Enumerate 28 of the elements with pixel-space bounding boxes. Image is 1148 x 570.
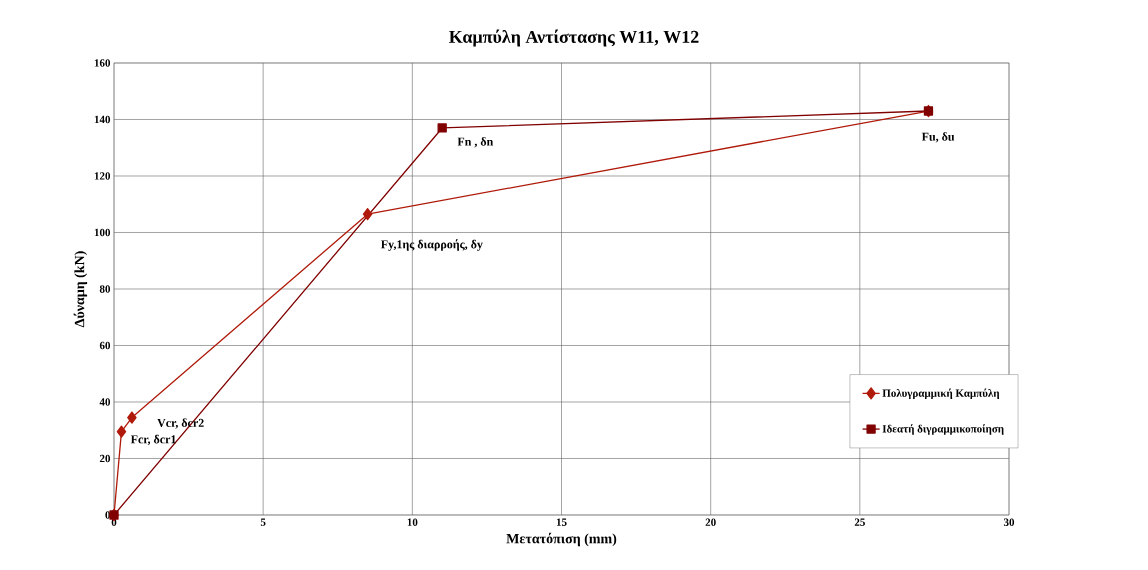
annotation: Fu, δu bbox=[921, 132, 955, 143]
annotation: Fn , δn bbox=[457, 137, 494, 148]
y-tick-label: 40 bbox=[99, 398, 111, 406]
chart-title: Καμπύλη Αντίστασης W11, W12 bbox=[449, 29, 699, 47]
x-tick-label: 5 bbox=[260, 518, 266, 526]
x-tick-label: 10 bbox=[407, 518, 418, 526]
y-axis-title: Δύναμη (kN) bbox=[73, 251, 88, 328]
x-tick-label: 30 bbox=[1003, 518, 1015, 526]
x-tick-label: 15 bbox=[556, 518, 567, 526]
legend-label: Πολυγραμμική Καμπύλη bbox=[882, 388, 1000, 400]
y-tick-label: 140 bbox=[94, 115, 111, 124]
y-tick-label: 80 bbox=[99, 285, 111, 293]
y-tick-label: 120 bbox=[94, 172, 111, 180]
annotation: Fcr, δcr1 bbox=[130, 434, 176, 446]
point bbox=[362, 207, 373, 221]
x-axis-title: Μετατόπιση (mm) bbox=[506, 532, 617, 547]
point bbox=[437, 123, 447, 133]
y-tick-label: 160 bbox=[94, 59, 111, 67]
legend-label: Ιδεατή διγραμμικοποίηση bbox=[882, 424, 1004, 435]
x-tick-label: 25 bbox=[854, 518, 865, 526]
y-tick-label: 60 bbox=[99, 341, 111, 350]
y-tick-label: 20 bbox=[99, 454, 111, 463]
point bbox=[116, 425, 127, 438]
y-tick-label: 100 bbox=[94, 228, 111, 237]
point bbox=[127, 411, 137, 424]
x-tick-label: 20 bbox=[705, 518, 716, 526]
y-tick-label: 0 bbox=[105, 511, 111, 519]
annotation: Fy,1ης διαρροής, δy bbox=[380, 239, 483, 251]
